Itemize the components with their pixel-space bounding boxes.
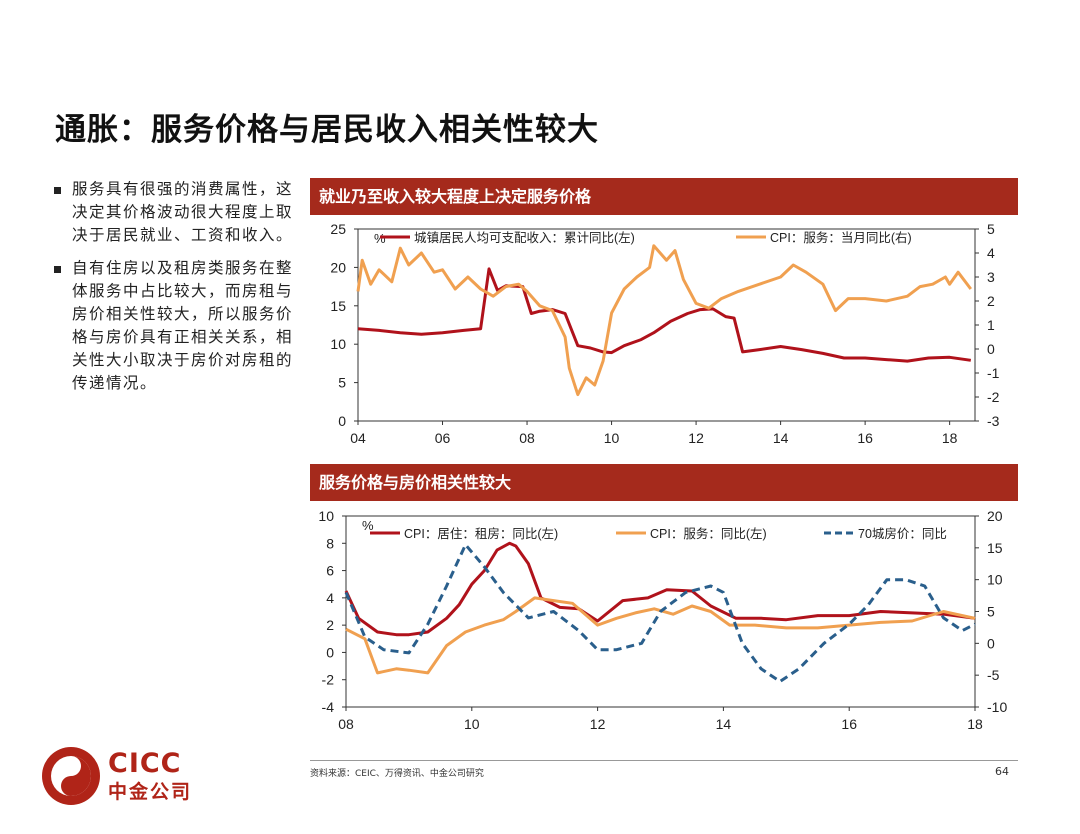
x-tick-label: 08 bbox=[519, 430, 535, 446]
y-left-tick-label: 0 bbox=[326, 644, 334, 660]
chart1: 0 5 10 15 20 25 -3 -2 -1 0 1 2 3 4 5 04 06 08 10 12 14 16 18% 城… bbox=[310, 215, 1018, 464]
y-right-tick-label: 2 bbox=[987, 293, 995, 309]
x-tick-label: 04 bbox=[350, 430, 366, 446]
x-tick-label: 06 bbox=[435, 430, 451, 446]
y-right-tick-label: 0 bbox=[987, 635, 995, 651]
y-right-tick-label: 0 bbox=[987, 341, 995, 357]
bullet-list: 服务具有很强的消费属性，这决定其价格波动很大程度上取决于居民就业、工资和收入。 … bbox=[48, 178, 293, 405]
chart1-title: 就业乃至收入较大程度上决定服务价格 bbox=[310, 178, 1018, 215]
y-right-tick-label: 15 bbox=[987, 540, 1003, 556]
chart2: -4 -2 0 2 4 6 8 10 -10 -5 0 5 10 15 20 08 10 12 14 16 18% CPI… bbox=[310, 501, 1018, 745]
y-right-tick-label: -2 bbox=[987, 389, 1000, 405]
logo-name-cn: 中金公司 bbox=[108, 781, 193, 803]
y-right-tick-label: 4 bbox=[987, 245, 995, 261]
x-tick-label: 12 bbox=[688, 430, 704, 446]
y-right-tick-label: -10 bbox=[987, 699, 1007, 715]
y-right-tick-label: 5 bbox=[987, 221, 995, 237]
bullet-item: 服务具有很强的消费属性，这决定其价格波动很大程度上取决于居民就业、工资和收入。 bbox=[48, 178, 293, 247]
series-line bbox=[344, 543, 976, 683]
legend-label: 70城房价：同比 bbox=[858, 526, 947, 541]
bullet-square-icon bbox=[54, 187, 61, 194]
legend-label: CPI：服务：同比(左) bbox=[650, 526, 767, 541]
y-right-tick-label: 1 bbox=[987, 317, 995, 333]
cicc-logo-icon bbox=[40, 745, 102, 811]
x-tick-label: 18 bbox=[942, 430, 958, 446]
y-left-tick-label: -4 bbox=[322, 699, 335, 715]
y-left-tick-label: 0 bbox=[338, 413, 346, 429]
series-line bbox=[356, 244, 972, 397]
y-left-tick-label: 6 bbox=[326, 563, 334, 579]
page-title: 通胀：服务价格与居民收入相关性较大 bbox=[55, 112, 599, 148]
bullet-text: 服务具有很强的消费属性，这决定其价格波动很大程度上取决于居民就业、工资和收入。 bbox=[72, 180, 294, 244]
x-tick-label: 14 bbox=[773, 430, 789, 446]
x-tick-label: 14 bbox=[716, 716, 732, 732]
chart2-title: 服务价格与房价相关性较大 bbox=[310, 464, 1018, 501]
y-right-tick-label: -5 bbox=[987, 667, 1000, 683]
y-left-tick-label: 8 bbox=[326, 535, 334, 551]
y-left-tick-label: -2 bbox=[322, 672, 335, 688]
logo-name: CICC bbox=[108, 748, 182, 779]
source-note: 资料来源：CEIC、万得资讯、中金公司研究 bbox=[310, 769, 484, 779]
y-left-tick-label: 4 bbox=[326, 590, 334, 606]
x-tick-label: 12 bbox=[590, 716, 606, 732]
page-number: 64 bbox=[995, 765, 1009, 778]
bullet-item: 自有住房以及租房类服务在整体服务中占比较大，而房租与房价相关性较大，所以服务价格… bbox=[48, 257, 293, 395]
y-left-tick-label: 5 bbox=[338, 375, 346, 391]
source-divider bbox=[310, 760, 1018, 761]
legend-label: CPI：服务：当月同比(右) bbox=[770, 230, 912, 245]
bullet-square-icon bbox=[54, 266, 61, 273]
unit-label: % bbox=[362, 518, 374, 533]
bullet-text: 自有住房以及租房类服务在整体服务中占比较大，而房租与房价相关性较大，所以服务价格… bbox=[72, 259, 294, 392]
y-right-tick-label: 20 bbox=[987, 508, 1003, 524]
series-line bbox=[345, 596, 976, 675]
x-tick-label: 10 bbox=[604, 430, 620, 446]
y-left-tick-label: 10 bbox=[318, 508, 334, 524]
x-tick-label: 10 bbox=[464, 716, 480, 732]
y-left-tick-label: 15 bbox=[330, 298, 346, 314]
series-line bbox=[344, 541, 976, 637]
y-left-tick-label: 25 bbox=[330, 221, 346, 237]
x-tick-label: 16 bbox=[841, 716, 857, 732]
y-right-tick-label: -1 bbox=[987, 365, 1000, 381]
y-right-tick-label: 3 bbox=[987, 269, 995, 285]
series-line bbox=[357, 267, 972, 363]
y-right-tick-label: 5 bbox=[987, 604, 995, 620]
x-tick-label: 16 bbox=[857, 430, 873, 446]
chart2-svg: -4 -2 0 2 4 6 8 10 -10 -5 0 5 10 15 20 08 10 12 14 16 18% CPI… bbox=[318, 508, 1007, 732]
y-left-tick-label: 2 bbox=[326, 617, 334, 633]
x-tick-label: 18 bbox=[967, 716, 983, 732]
legend-label: 城镇居民人均可支配收入：累计同比(左) bbox=[414, 230, 635, 245]
y-left-tick-label: 20 bbox=[330, 259, 346, 275]
y-right-tick-label: 10 bbox=[987, 572, 1003, 588]
legend-label: CPI：居住：租房：同比(左) bbox=[404, 526, 558, 541]
y-left-tick-label: 10 bbox=[330, 336, 346, 352]
y-right-tick-label: -3 bbox=[987, 413, 1000, 429]
x-tick-label: 08 bbox=[338, 716, 354, 732]
